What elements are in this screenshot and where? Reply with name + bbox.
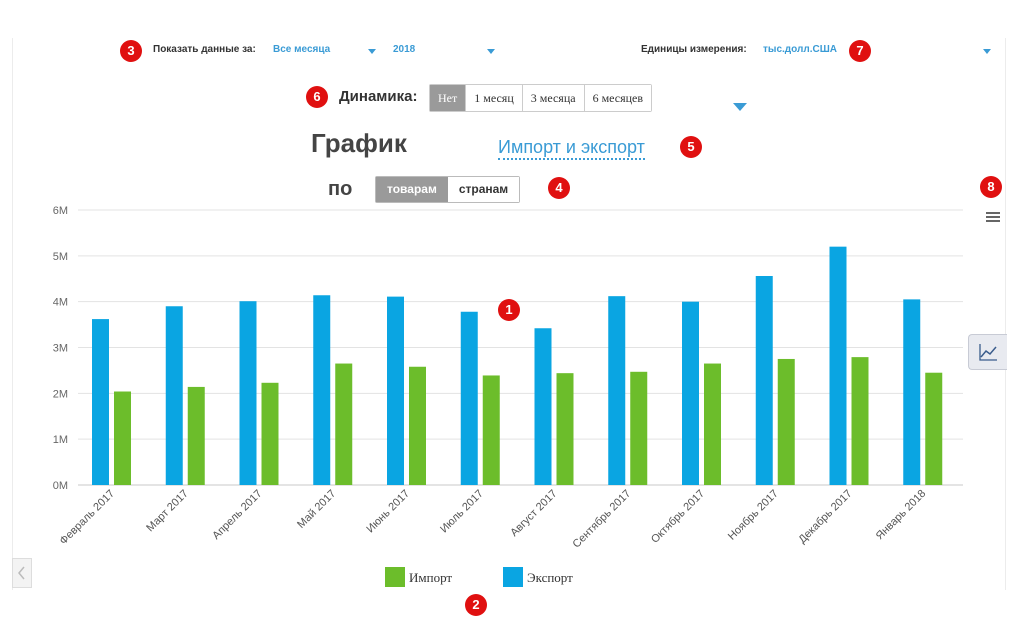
dynamics-label: Динамика: — [339, 88, 418, 105]
caret-down-icon[interactable] — [368, 49, 376, 54]
chart-type-button[interactable] — [968, 334, 1007, 370]
period-select[interactable]: Все месяца — [273, 44, 331, 55]
period-label: Показать данные за: — [153, 44, 256, 55]
marker-6: 6 — [306, 86, 328, 108]
marker-1: 1 — [498, 299, 520, 321]
dynamics-option-6m[interactable]: 6 месяцев — [584, 85, 652, 111]
units-select[interactable]: тыс.долл.США — [763, 44, 837, 55]
mode-link[interactable]: Импорт и экспорт — [498, 136, 645, 160]
group-toggle: товарам странам — [375, 176, 521, 203]
line-chart-icon — [979, 344, 997, 361]
year-select[interactable]: 2018 — [393, 44, 416, 55]
chart-frame — [12, 38, 1006, 590]
caret-down-icon[interactable] — [733, 103, 747, 111]
hamburger-menu-icon[interactable] — [986, 212, 1000, 224]
marker-4: 4 — [548, 177, 570, 199]
chart-title: График — [311, 128, 407, 158]
group-option-countries[interactable]: странам — [447, 177, 520, 202]
group-option-goods[interactable]: товарам — [376, 177, 448, 202]
marker-7: 7 — [849, 40, 871, 62]
dynamics-option-none[interactable]: Нет — [430, 85, 467, 111]
marker-2: 2 — [465, 594, 487, 616]
units-label: Единицы измерения: — [641, 44, 747, 55]
caret-down-icon[interactable] — [983, 49, 991, 54]
prev-button[interactable] — [12, 558, 32, 588]
by-label: по — [328, 178, 353, 200]
chevron-left-icon — [18, 566, 25, 580]
dynamics-toggle: Нет 1 месяц 3 месяца 6 месяцев — [429, 84, 653, 112]
caret-down-icon[interactable] — [487, 49, 495, 54]
marker-3: 3 — [120, 40, 142, 62]
marker-5: 5 — [680, 136, 702, 158]
dynamics-option-3m[interactable]: 3 месяца — [522, 85, 585, 111]
dynamics-option-1m[interactable]: 1 месяц — [466, 85, 523, 111]
marker-8: 8 — [980, 176, 1002, 198]
